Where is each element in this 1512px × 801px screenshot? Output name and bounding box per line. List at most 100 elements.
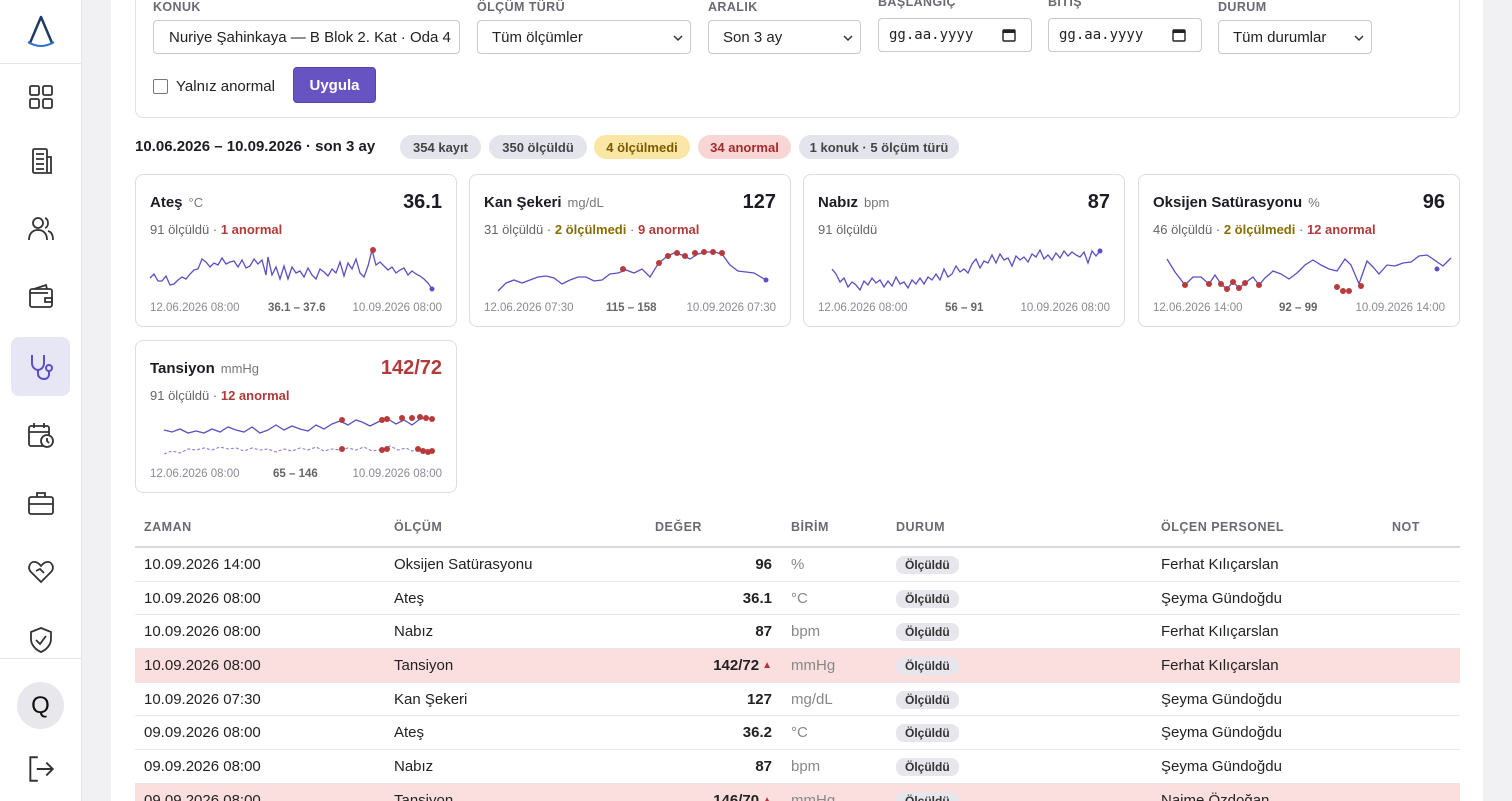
abnormal-up-icon: ▲ (762, 660, 772, 672)
guest-label: KONUK (153, 0, 201, 14)
nav-building[interactable] (11, 131, 70, 190)
table-row[interactable]: 10.09.2026 08:00 Tansiyon 142/72 ▲ mmHg Ölçül… (135, 649, 1460, 683)
abnormal-only-label: Yalnız anormal (176, 78, 275, 95)
th-unit[interactable]: BİRİM (791, 520, 829, 534)
cell-time: 09.09.2026 08:00 (144, 758, 261, 776)
card-end-time: 10.09.2026 08:00 (352, 302, 442, 314)
cell-value: 96 (755, 556, 772, 573)
filter-panel: KONUK Nuriye Şahinkaya — B Blok 2. Kat ·… (135, 0, 1460, 118)
card-start-time: 12.06.2026 08:00 (150, 468, 240, 480)
logout-icon[interactable] (25, 753, 57, 785)
cell-measure: Ateş (394, 589, 425, 607)
sparkline (831, 248, 1103, 292)
card-unit: °C (188, 195, 204, 210)
card-oxygen[interactable]: Oksijen Satürasyonu% 96 46 ölçüldü · 2 ö… (1138, 174, 1460, 327)
card-fever[interactable]: Ateş °C 36.1 91 ölçüldü · 1 anormal 12.06… (135, 174, 457, 327)
table-row[interactable]: 10.09.2026 14:00 Oksijen Satürasyonu 96% Öl… (135, 548, 1460, 582)
cell-staff: Şeyma Gündoğdu (1161, 758, 1282, 776)
table-row[interactable]: 10.09.2026 08:00 Ateş 36.1 °C Ölçüldü Şeyma G… (135, 582, 1460, 616)
nav-users[interactable] (11, 199, 70, 258)
card-blood-sugar[interactable]: Kan Şekeri mg/dL 127 31 ölçüldü · 2 ölçül… (469, 174, 791, 327)
table-row[interactable]: 09.09.2026 08:00 Ateş 36.2 °C Ölçüldü Şeyma G… (135, 716, 1460, 751)
calendar-icon[interactable] (1001, 27, 1017, 43)
cell-time: 10.09.2026 08:00 (144, 657, 261, 675)
th-measure[interactable]: ÖLÇÜM (394, 520, 443, 534)
sparkline (497, 249, 769, 292)
card-start-time: 12.06.2026 08:00 (818, 302, 908, 314)
card-range: 65 – 146 (273, 468, 318, 480)
card-start-time: 12.06.2026 08:00 (150, 302, 240, 314)
card-range: 115 – 158 (606, 302, 657, 314)
cell-measure: Nabız (394, 623, 434, 641)
card-range: 56 – 91 (945, 302, 984, 314)
guest-select[interactable]: Nuriye Şahinkaya — B Blok 2. Kat · Oda 4 (153, 20, 460, 54)
type-select[interactable]: Tüm ölçümler (477, 20, 691, 54)
cell-measure: Ateş (394, 724, 425, 742)
cell-value: 36.2 (742, 724, 772, 742)
avatar[interactable]: Q (17, 682, 64, 729)
abnormal-only-checkbox[interactable] (153, 79, 168, 94)
card-end-time: 10.09.2026 08:00 (352, 468, 442, 480)
range-label: ARALIK (708, 0, 758, 14)
app-logo[interactable] (0, 0, 82, 64)
cell-unit: mmHg (791, 791, 836, 801)
apply-button[interactable]: Uygula (293, 67, 376, 103)
cell-value: 142/72 ▲ (713, 657, 772, 675)
cell-unit: mg/dL (791, 690, 833, 708)
table-row[interactable]: 09.09.2026 08:00 Tansiyon 146/70 ▲ mmHg Ölçül… (135, 783, 1460, 801)
nav-wallet[interactable] (11, 267, 70, 326)
table-header: ZAMAN ÖLÇÜM DEĞER BİRİM DURUM ÖLÇEN PERS… (135, 512, 1460, 548)
card-value: 36.1 (403, 191, 442, 213)
th-status[interactable]: DURUM (896, 520, 946, 534)
cell-measure: Oksijen Satürasyonu (394, 556, 533, 573)
chip-not-measured: 4 ölçülmedi (594, 135, 690, 159)
chevron-down-icon (843, 35, 853, 42)
guest-select-value: Nuriye Şahinkaya — B Blok 2. Kat · Oda 4 (169, 28, 451, 46)
status-select[interactable]: Tüm durumlar (1218, 20, 1372, 54)
sparkline (149, 247, 435, 292)
range-select[interactable]: Son 3 ay (708, 20, 861, 54)
sidebar: Q (0, 0, 82, 801)
status-badge: Ölçüldü (896, 758, 959, 777)
card-unit: mg/dL (567, 195, 604, 210)
card-stats: 91 ölçüldü · 1 anormal (150, 222, 283, 237)
nav-briefcase[interactable] (11, 473, 70, 532)
nav-health[interactable] (11, 337, 70, 396)
th-note[interactable]: NOT (1392, 520, 1420, 534)
type-select-value: Tüm ölçümler (492, 28, 583, 46)
nav-calendar[interactable] (11, 405, 70, 464)
th-value[interactable]: DEĞER (655, 520, 702, 534)
table-row[interactable]: 10.09.2026 07:30 Kan Şekeri 127 mg/dL Ölçüld… (135, 683, 1460, 717)
card-value: 87 (1087, 191, 1110, 213)
table-row[interactable]: 09.09.2026 08:00 Nabız 87 bpm Ölçüldü Şeyma G… (135, 750, 1460, 784)
calendar-icon[interactable] (1171, 27, 1187, 43)
card-stats: 91 ölçüldü (818, 222, 878, 237)
cell-unit: % (791, 556, 805, 573)
cell-measure: Nabız (394, 758, 434, 776)
measurements-table: ZAMAN ÖLÇÜM DEĞER BİRİM DURUM ÖLÇEN PERS… (135, 512, 1460, 801)
range-select-value: Son 3 ay (723, 28, 783, 46)
cell-time: 10.09.2026 07:30 (144, 690, 261, 708)
nav-care[interactable] (11, 541, 70, 600)
cell-unit: bpm (791, 623, 821, 641)
th-staff[interactable]: ÖLÇEN PERSONEL (1161, 520, 1284, 534)
card-blood-pressure[interactable]: Tansiyon mmHg 142/72 91 ölçüldü · 12 anor… (135, 340, 457, 493)
summary-range: 10.06.2026 – 10.09.2026 · son 3 ay (135, 138, 376, 155)
card-value: 142/72 (380, 357, 442, 379)
cell-time: 10.09.2026 14:00 (144, 556, 261, 573)
cell-time: 09.09.2026 08:00 (144, 724, 261, 742)
card-value: 127 (742, 191, 776, 213)
th-time[interactable]: ZAMAN (144, 520, 192, 534)
cell-value: 127 (746, 690, 772, 708)
card-end-time: 10.09.2026 07:30 (686, 302, 776, 314)
card-unit: mmHg (220, 361, 260, 376)
end-date-input[interactable]: gg.aa.yyyy (1048, 18, 1202, 52)
table-row[interactable]: 10.09.2026 08:00 Nabız 87 bpm Ölçüldü Ferhat … (135, 615, 1460, 650)
start-date-input[interactable]: gg.aa.yyyy (878, 18, 1032, 52)
nav-security[interactable] (11, 610, 70, 669)
cell-time: 09.09.2026 08:00 (144, 791, 261, 801)
chevron-down-icon (673, 35, 683, 42)
chevron-down-icon (1354, 35, 1364, 42)
nav-dashboard[interactable] (11, 67, 70, 126)
card-pulse[interactable]: Nabız bpm 87 91 ölçüldü 12.06.2026 08:00 … (803, 174, 1125, 327)
